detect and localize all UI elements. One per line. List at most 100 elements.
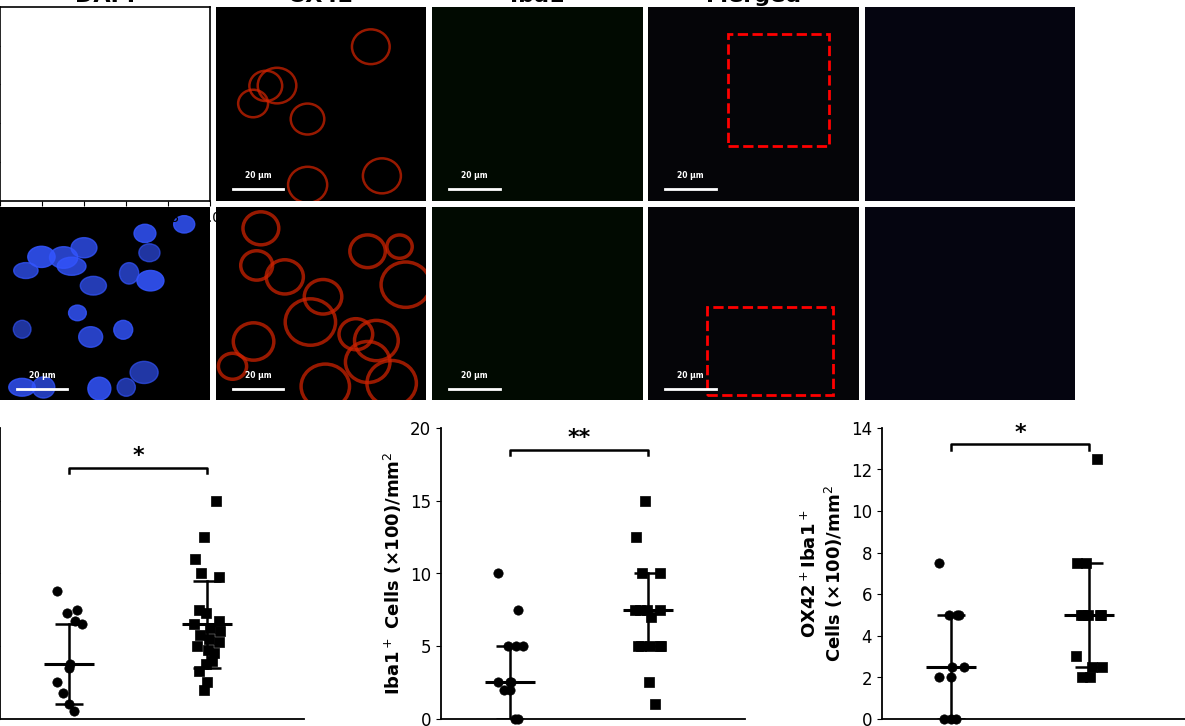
Point [209,571,228,583]
Ellipse shape [139,244,160,262]
Point [501,677,520,688]
Ellipse shape [14,110,43,130]
Ellipse shape [8,378,36,396]
Ellipse shape [14,263,38,279]
Ellipse shape [114,321,133,340]
Point [1076,557,1095,568]
Point [1090,609,1109,621]
Point [948,609,967,621]
Point [187,640,206,652]
Point [942,661,961,672]
Ellipse shape [78,61,95,79]
Ellipse shape [50,247,78,269]
Ellipse shape [117,378,135,396]
Ellipse shape [55,68,82,83]
Ellipse shape [173,216,194,233]
Point [65,615,84,627]
Text: 20 μm: 20 μm [28,370,56,379]
Point [649,568,668,579]
Point [941,672,960,683]
Ellipse shape [81,277,107,295]
Point [1071,609,1090,621]
Point [64,706,83,717]
Point [194,531,213,543]
Ellipse shape [166,158,185,179]
Point [506,640,525,652]
Text: 20 μm: 20 μm [677,171,703,180]
Title: Iba1: Iba1 [510,0,564,6]
Point [939,609,957,621]
Point [59,698,78,710]
Ellipse shape [147,17,167,38]
Point [1065,650,1084,662]
Title: Merged: Merged [705,0,801,6]
Text: **: ** [568,428,590,447]
Ellipse shape [17,151,38,169]
Ellipse shape [130,362,158,383]
Point [941,713,960,725]
Ellipse shape [181,54,201,76]
Point [53,688,72,699]
Ellipse shape [11,84,30,105]
Ellipse shape [71,238,97,258]
Point [1077,609,1096,621]
Title: OX42: OX42 [288,0,354,6]
Point [1087,453,1106,465]
Point [626,604,645,616]
Point [199,633,218,645]
Point [206,495,225,507]
Point [191,629,210,641]
Text: 20 μm: 20 μm [245,370,271,379]
Ellipse shape [27,247,55,268]
Ellipse shape [88,378,110,400]
Point [500,684,519,696]
Point [513,640,532,652]
Ellipse shape [134,224,155,242]
Point [68,604,87,616]
Ellipse shape [32,377,55,399]
Point [205,648,224,659]
Point [946,713,965,725]
Point [59,662,78,674]
Y-axis label: OX42$^+$Iba1$^+$
Cells (×100)/mm$^2$: OX42$^+$Iba1$^+$ Cells (×100)/mm$^2$ [800,485,845,661]
Point [505,713,524,725]
Text: *: * [133,446,143,465]
Point [929,672,948,683]
Ellipse shape [120,263,139,285]
Point [1091,661,1110,672]
Point [190,666,209,677]
Point [630,604,649,616]
Point [639,677,658,688]
Point [488,568,507,579]
Text: 20 μm: 20 μm [28,171,56,180]
Ellipse shape [82,29,103,47]
Point [192,568,211,579]
Ellipse shape [121,113,145,129]
Point [1090,609,1109,621]
Point [630,640,649,652]
Point [197,608,216,619]
Y-axis label: Iba1$^+$ Cells (×100)/mm$^2$: Iba1$^+$ Cells (×100)/mm$^2$ [382,452,404,695]
Point [934,713,953,725]
Point [641,611,660,623]
Point [645,698,664,710]
Point [494,684,513,696]
Text: 20 μm: 20 μm [677,370,703,379]
Point [194,684,213,696]
Point [203,655,222,666]
Ellipse shape [166,168,182,185]
Ellipse shape [5,68,24,86]
Point [72,619,91,630]
Point [628,640,647,652]
Title: DAPI: DAPI [75,0,135,6]
Point [200,622,219,634]
Point [58,608,77,619]
Point [1066,557,1085,568]
Point [1081,672,1100,683]
Text: 20 μm: 20 μm [461,370,487,379]
Point [1071,672,1090,683]
Point [954,661,973,672]
Point [1072,609,1091,621]
Text: *: * [1013,423,1025,442]
Point [500,677,519,688]
